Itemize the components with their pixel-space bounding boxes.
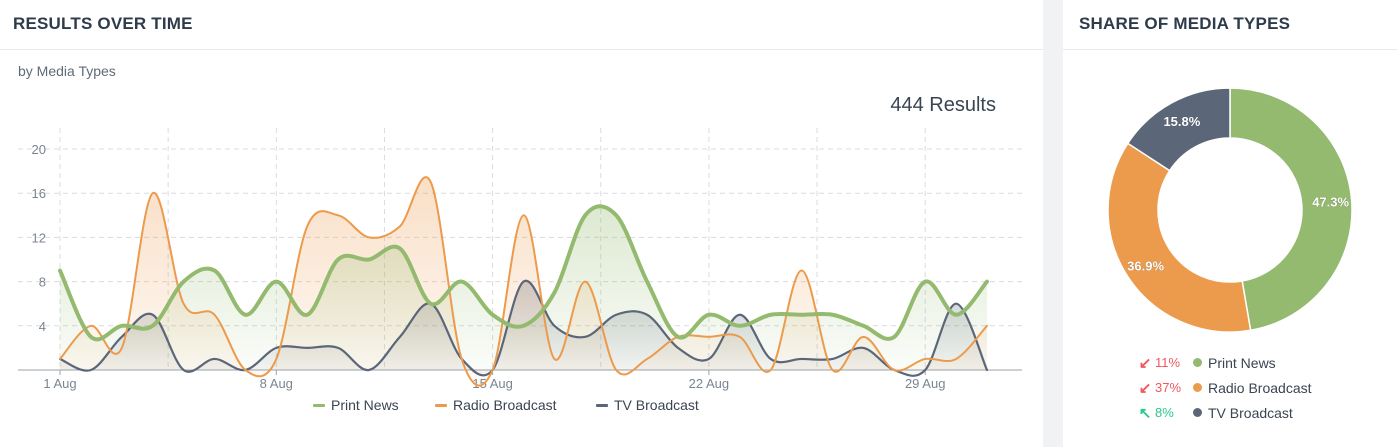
panel-title: RESULTS OVER TIME bbox=[13, 14, 193, 33]
x-tick-label: 22 Aug bbox=[689, 376, 730, 391]
legend-label: TV Broadcast bbox=[614, 397, 699, 413]
radio-broadcast-slice bbox=[1107, 142, 1252, 333]
share-of-media-types-panel: SHARE OF MEDIA TYPES 47.3% 36.9% 15.8% ↙ 1… bbox=[1063, 0, 1397, 447]
change-percent: 37% bbox=[1155, 380, 1182, 395]
x-tick-label: 1 Aug bbox=[43, 376, 76, 391]
y-tick-label: 16 bbox=[32, 186, 46, 201]
tv-broadcast-line bbox=[58, 279, 989, 377]
print-news-line bbox=[58, 204, 989, 342]
y-tick-label: 12 bbox=[32, 230, 46, 245]
slice-label: 15.8% bbox=[1163, 114, 1200, 129]
share-legend: ↙ 11% Print News ↙ 37% Radio Broadcast ↖… bbox=[1135, 350, 1312, 425]
share-row-print-news[interactable]: ↙ 11% Print News bbox=[1135, 350, 1312, 375]
trend-down-arrow-icon: ↙ bbox=[1138, 379, 1152, 397]
y-tick-label: 8 bbox=[39, 275, 46, 290]
y-tick-label: 4 bbox=[39, 319, 46, 334]
share-label: Radio Broadcast bbox=[1208, 379, 1312, 396]
legend-item-print-news[interactable]: Print News bbox=[313, 397, 399, 413]
legend-label: Print News bbox=[331, 397, 399, 413]
header-divider bbox=[0, 49, 1043, 50]
legend-swatch bbox=[596, 403, 608, 407]
change-percent: 11% bbox=[1155, 355, 1181, 370]
tv-broadcast-slice bbox=[1126, 87, 1231, 172]
legend-swatch bbox=[435, 403, 447, 407]
x-tick-label: 8 Aug bbox=[260, 376, 293, 391]
share-label: TV Broadcast bbox=[1208, 404, 1293, 421]
results-count: 444 Results bbox=[890, 94, 996, 116]
tv-broadcast-dot bbox=[1193, 408, 1202, 417]
results-over-time-panel: RESULTS OVER TIME by Media Types 444 Res… bbox=[0, 0, 1043, 447]
trend-down-arrow-icon: ↙ bbox=[1138, 354, 1152, 372]
x-tick-label: 29 Aug bbox=[905, 376, 946, 391]
change-percent: 8% bbox=[1155, 405, 1174, 420]
print-news-dot bbox=[1193, 358, 1202, 367]
print-news-area bbox=[60, 206, 987, 370]
radio-broadcast-dot bbox=[1193, 383, 1202, 392]
slice-label: 36.9% bbox=[1127, 258, 1164, 273]
radio-broadcast-line bbox=[59, 176, 988, 387]
share-row-tv-broadcast[interactable]: ↖ 8% TV Broadcast bbox=[1135, 400, 1312, 425]
print-news-slice bbox=[1229, 87, 1353, 332]
legend-label: Radio Broadcast bbox=[453, 397, 557, 413]
chart-subtitle: by Media Types bbox=[18, 63, 116, 79]
y-tick-label: 20 bbox=[32, 142, 46, 157]
media-share-donut-chart: 47.3% 36.9% 15.8% bbox=[1107, 87, 1353, 333]
slice-label: 47.3% bbox=[1312, 194, 1349, 209]
trend-up-arrow-icon: ↖ bbox=[1138, 404, 1152, 422]
legend-item-radio-broadcast[interactable]: Radio Broadcast bbox=[435, 397, 557, 413]
legend-item-tv-broadcast[interactable]: TV Broadcast bbox=[596, 397, 699, 413]
header-divider bbox=[1063, 49, 1397, 50]
panel-title: SHARE OF MEDIA TYPES bbox=[1079, 14, 1291, 33]
share-label: Print News bbox=[1208, 354, 1276, 371]
legend-swatch bbox=[313, 403, 325, 407]
share-row-radio-broadcast[interactable]: ↙ 37% Radio Broadcast bbox=[1135, 375, 1312, 400]
